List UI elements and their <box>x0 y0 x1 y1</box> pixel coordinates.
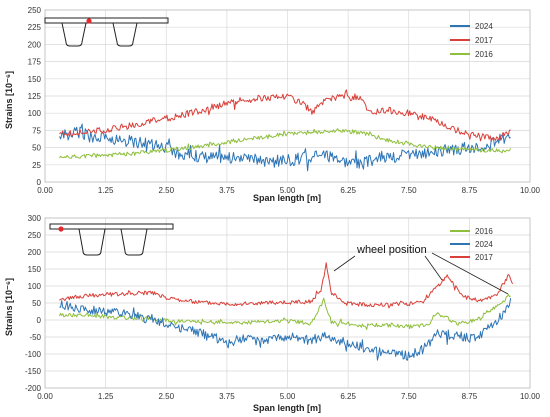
top-chart-x-tick-label: 7.50 <box>401 186 417 195</box>
wheel-arrow-3 <box>431 252 509 295</box>
wheel-arrow-2 <box>424 255 443 281</box>
legend-label-2017: 2017 <box>475 36 493 45</box>
bottom-chart-y-tick-label: 200 <box>28 248 42 257</box>
bottom-chart-x-tick-label: 10.00 <box>520 392 541 401</box>
bottom-cross-section-diagram <box>49 223 174 256</box>
top-girder-left <box>61 22 87 47</box>
bottom-chart-x-tick-label: 3.75 <box>219 392 235 401</box>
top-chart-y-label: Strains [10⁻⁶] <box>4 71 14 129</box>
legend-label-2024-b: 2024 <box>475 240 493 249</box>
top-chart-x-ticks: 0.00 1.25 2.50 3.75 5.00 6.25 7.50 8.75 10.00 <box>37 186 540 195</box>
top-chart-x-tick-label: 8.75 <box>462 186 478 195</box>
bottom-chart-x-ticks: 0.00 1.25 2.50 3.75 5.00 6.25 7.50 8.75 10.00 <box>37 392 540 401</box>
top-girder-right <box>112 22 138 47</box>
top-chart-y-tick-label: 150 <box>28 75 42 84</box>
bottom-chart-y-tick-label: 300 <box>28 214 42 223</box>
bottom-chart-x-tick-label: 7.50 <box>401 392 417 401</box>
top-chart-y-tick-label: 125 <box>28 92 42 101</box>
top-chart-x-tick-label: 2.50 <box>158 186 174 195</box>
top-chart-y-tick-label: 175 <box>28 58 42 67</box>
bottom-chart-plot-frame <box>44 217 531 389</box>
top-chart-y-tick-label: 250 <box>28 6 42 15</box>
bottom-chart-y-tick-label: 0 <box>37 316 42 325</box>
bottom-chart-grid <box>44 217 531 389</box>
top-chart-x-tick-label: 5.00 <box>280 186 296 195</box>
top-deck-slab <box>44 17 169 24</box>
top-chart-x-tick-label: 0.00 <box>37 186 53 195</box>
bottom-chart-x-tick-label: 5.00 <box>280 392 296 401</box>
bottom-chart-y-ticks: -200 -150 -100 -50 0 50 100 150 200 250 300 <box>25 214 42 393</box>
bottom-chart-y-label: Strains [10⁻⁶] <box>4 278 14 336</box>
top-chart-grid <box>44 9 531 183</box>
bottom-girder-left <box>78 228 106 256</box>
wheel-arrow-1 <box>333 255 356 272</box>
bottom-gauge-marker <box>58 226 64 232</box>
top-chart-legend: 2024 2017 2016 <box>450 22 493 59</box>
top-chart-y-tick-label: 25 <box>32 161 41 170</box>
top-chart-x-tick-label: 3.75 <box>219 186 235 195</box>
bottom-girder-right <box>120 228 148 256</box>
top-chart-plot-frame <box>44 9 531 183</box>
legend-label-2024: 2024 <box>475 22 493 31</box>
top-chart-y-tick-label: 50 <box>32 144 41 153</box>
top-chart-x-tick-label: 1.25 <box>98 186 114 195</box>
bottom-chart-x-tick-label: 6.25 <box>340 392 356 401</box>
top-chart-x-tick-label: 10.00 <box>520 186 541 195</box>
bottom-chart-y-tick-label: 150 <box>28 265 42 274</box>
wheel-position-label: wheel position <box>356 244 427 256</box>
bottom-chart-y-tick-label: -150 <box>25 367 42 376</box>
bottom-chart-x-tick-label: 8.75 <box>462 392 478 401</box>
top-chart-x-tick-label: 6.25 <box>340 186 356 195</box>
top-chart-y-tick-label: 0 <box>37 178 42 187</box>
bottom-chart-x-tick-label: 1.25 <box>98 392 114 401</box>
bottom-chart-y-tick-label: -100 <box>25 350 42 359</box>
bottom-chart-legend: 2016 2024 2017 <box>450 227 493 262</box>
bottom-chart-x-label: Span length [m] <box>253 403 321 413</box>
top-chart-series-2016 <box>59 128 512 159</box>
top-chart-series <box>59 89 512 172</box>
wheel-position-annotation: wheel position <box>333 244 509 295</box>
bottom-chart-y-tick-label: -200 <box>25 384 42 393</box>
top-chart-y-tick-label: 75 <box>32 126 41 135</box>
top-gauge-marker <box>86 18 92 24</box>
top-chart-y-tick-label: 200 <box>28 40 42 49</box>
top-chart-y-ticks: 0 25 50 75 100 125 150 175 200 225 250 <box>28 6 42 187</box>
bottom-chart-series-2024 <box>59 298 512 361</box>
bottom-chart-y-tick-label: 100 <box>28 282 42 291</box>
bottom-chart-y-tick-label: 250 <box>28 231 42 240</box>
top-chart-y-tick-label: 225 <box>28 23 42 32</box>
top-chart-x-label: Span length [m] <box>253 193 321 203</box>
top-chart-y-tick-label: 100 <box>28 109 42 118</box>
bottom-chart-y-tick-label: -50 <box>29 333 41 342</box>
bottom-chart-y-tick-label: 50 <box>32 299 41 308</box>
bottom-chart-x-tick-label: 2.50 <box>158 392 174 401</box>
top-chart-series-2017 <box>59 89 511 142</box>
legend-label-2016: 2016 <box>475 50 493 59</box>
top-cross-section-diagram <box>44 17 169 47</box>
bottom-deck-slab <box>49 223 174 230</box>
legend-label-2016-b: 2016 <box>475 227 493 236</box>
bottom-chart-series-2017 <box>59 262 514 309</box>
bottom-chart-x-tick-label: 0.00 <box>37 392 53 401</box>
legend-label-2017-b: 2017 <box>475 253 493 262</box>
bottom-chart-series <box>59 262 514 361</box>
